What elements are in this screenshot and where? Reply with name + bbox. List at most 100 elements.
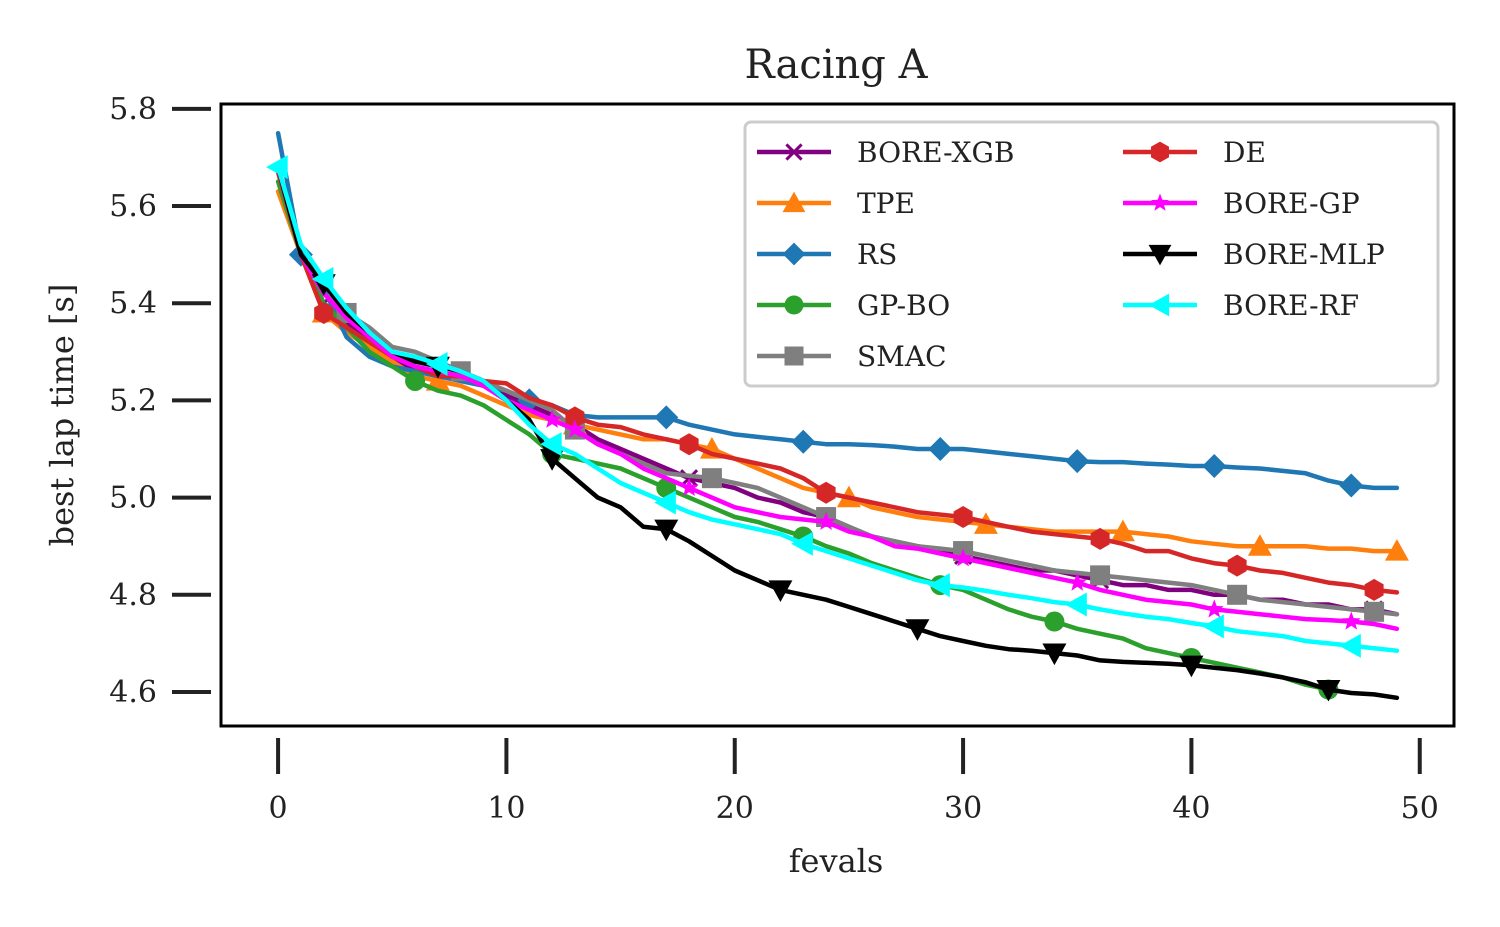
data-point-gp-bo xyxy=(656,477,677,498)
legend-marker xyxy=(1148,244,1172,266)
legend-item-bore-xgb: BORE-XGB xyxy=(757,136,1014,169)
legend-item-rs: RS xyxy=(757,238,897,271)
data-point-bore-rf xyxy=(1065,592,1087,617)
legend-marker xyxy=(1148,293,1170,317)
y-axis-label: best lap time [s] xyxy=(43,284,81,547)
legend-item-smac: SMAC xyxy=(757,340,947,373)
legend-label: BORE-MLP xyxy=(1223,238,1385,271)
legend-item-de: DE xyxy=(1123,136,1266,169)
axes: 0 10 20 30 40 50 4.6 4.8 5.0 5.2 5.4 5.6 5.8 xyxy=(109,92,1439,826)
x-tick-label: 20 xyxy=(716,791,754,826)
data-point-bore-rf xyxy=(311,266,334,291)
data-point-de xyxy=(816,481,836,504)
data-point-rs xyxy=(654,405,679,430)
y-tick-label: 5.2 xyxy=(109,383,157,418)
data-point-bore-mlp xyxy=(905,619,930,641)
data-point-de xyxy=(679,433,699,456)
data-point-smac xyxy=(701,468,722,489)
data-point-de xyxy=(314,302,334,324)
data-point-bore-gp xyxy=(542,409,562,428)
x-tick-label: 50 xyxy=(1401,791,1439,826)
data-point-de xyxy=(565,406,585,429)
data-point-bore-mlp xyxy=(654,519,679,542)
data-point-bore-mlp xyxy=(1316,679,1341,702)
legend-marker xyxy=(782,191,806,213)
legend-label: RS xyxy=(857,238,897,271)
legend-box xyxy=(743,120,1440,388)
x-tick-label: 40 xyxy=(1172,791,1210,826)
data-point-tpe xyxy=(1247,534,1272,556)
data-point-gp-bo xyxy=(405,370,426,391)
data-point-rs xyxy=(1202,454,1227,479)
legend-label: BORE-GP xyxy=(1223,187,1360,220)
y-tick-label: 4.6 xyxy=(109,675,157,710)
data-point-rs xyxy=(1065,449,1090,474)
data-point-de xyxy=(953,506,973,528)
legend-marker xyxy=(785,143,803,161)
data-point-bore-rf xyxy=(266,155,288,180)
data-point-bore-mlp xyxy=(1042,643,1067,666)
data-point-bore-mlp xyxy=(540,449,565,471)
data-point-tpe xyxy=(425,368,450,391)
data-point-bore-rf xyxy=(425,351,448,376)
data-point-bore-rf xyxy=(928,573,950,598)
data-point-de xyxy=(1090,527,1110,550)
data-point-bore-gp xyxy=(1341,611,1361,630)
data-point-de xyxy=(1227,554,1247,577)
legend-label: BORE-XGB xyxy=(857,136,1014,169)
legend-item-bore-mlp: BORE-MLP xyxy=(1123,238,1385,271)
legend-marker xyxy=(782,242,806,266)
legend-item-bore-gp: BORE-GP xyxy=(1123,187,1360,220)
data-point-bore-gp xyxy=(565,419,585,438)
data-point-bore-rf xyxy=(1202,614,1224,639)
data-point-smac xyxy=(1364,601,1385,622)
data-point-smac xyxy=(1090,565,1111,586)
data-point-bore-gp xyxy=(1204,599,1224,618)
data-point-tpe xyxy=(1110,519,1135,542)
y-tick-label: 5.6 xyxy=(109,189,157,224)
x-axis-label: fevals xyxy=(789,842,884,880)
chart-title: Racing A xyxy=(744,42,928,88)
data-point-bore-rf xyxy=(1339,633,1361,658)
x-tick-label: 30 xyxy=(944,791,982,826)
data-point-bore-rf xyxy=(540,432,562,457)
y-tick-label: 5.8 xyxy=(109,92,157,127)
data-point-smac xyxy=(1227,584,1248,605)
legend-marker xyxy=(784,295,804,315)
x-tick-label: 10 xyxy=(487,791,525,826)
data-point-bore-mlp xyxy=(1179,655,1204,678)
legend-item-gp-bo: GP-BO xyxy=(757,289,950,322)
legend-marker xyxy=(1151,193,1169,211)
legend-marker xyxy=(784,346,804,366)
y-tick-label: 5.4 xyxy=(109,286,157,321)
plot-area xyxy=(266,130,1409,702)
data-point-tpe xyxy=(1384,539,1409,561)
legend-label: GP-BO xyxy=(857,289,950,322)
series-bore-gp xyxy=(275,164,1400,632)
series-bore-rf xyxy=(266,155,1400,658)
data-point-gp-bo xyxy=(1044,611,1065,632)
legend-label: DE xyxy=(1223,136,1266,169)
legend-item-tpe: TPE xyxy=(757,187,915,220)
data-point-rs xyxy=(791,429,816,454)
data-point-bore-mlp xyxy=(768,580,793,602)
data-point-rs xyxy=(1339,473,1364,498)
data-point-bore-gp xyxy=(679,477,699,496)
y-tick-label: 5.0 xyxy=(109,481,157,516)
legend-label: BORE-RF xyxy=(1223,289,1359,322)
data-point-de xyxy=(1364,578,1384,601)
data-point-bore-rf xyxy=(654,490,676,515)
legend-label: SMAC xyxy=(857,340,947,373)
y-tick-label: 4.8 xyxy=(109,578,157,613)
data-point-bore-rf xyxy=(791,531,813,556)
data-point-bore-gp xyxy=(1067,572,1087,591)
plot-frame xyxy=(219,102,1456,728)
data-point-rs xyxy=(928,437,953,462)
legend-marker xyxy=(1151,141,1169,163)
legend: BORE-XGB TPE RS GP-BO SMAC DE BORE-GP BORE-MLP B… xyxy=(743,120,1440,388)
data-point-bore-gp xyxy=(816,511,836,530)
data-point-bore-gp xyxy=(953,548,973,567)
legend-label: TPE xyxy=(857,187,915,220)
legend-item-bore-rf: BORE-RF xyxy=(1123,289,1359,322)
